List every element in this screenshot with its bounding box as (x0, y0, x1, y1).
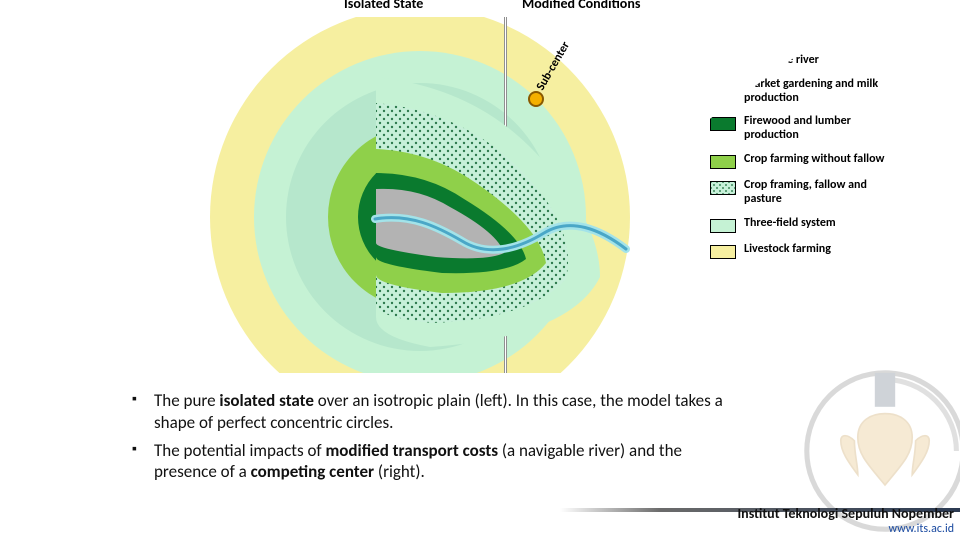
legend-label: Three-field system (744, 217, 836, 231)
bullet-1: The potential impacts of modified transp… (128, 440, 748, 484)
footer: Institut Teknologi Sepuluh Nopember www.… (737, 505, 954, 536)
legend-item-0: Central city (710, 28, 900, 44)
bullet-0: The pure isolated state over an isotropi… (128, 390, 748, 434)
panel-title-modified: Modified Conditions (522, 0, 640, 12)
legend-label: Central city (744, 28, 800, 42)
legend-item-4: Crop farming without fallow (710, 153, 900, 169)
footer-url: www.its.ac.id (737, 522, 954, 536)
legend-swatch (710, 181, 736, 195)
legend-item-3: Firewood and lumber production (710, 115, 900, 143)
legend-item-7: Livestock farming (710, 243, 900, 259)
legend-swatch (710, 219, 736, 233)
legend-swatch (716, 30, 730, 44)
legend-label: Livestock farming (744, 243, 831, 257)
legend-swatch (710, 80, 736, 94)
legend-label: Firewood and lumber production (744, 115, 900, 143)
legend-swatch (710, 117, 736, 131)
legend: Central city Navigable river Market garden… (710, 28, 900, 269)
legend-label: Navigable river (744, 54, 819, 68)
panel-title-isolated: Isolated State (344, 0, 423, 12)
panel-divider (504, 17, 507, 373)
legend-label: Crop farming without fallow (744, 153, 884, 167)
legend-swatch (710, 245, 736, 259)
footer-institution: Institut Teknologi Sepuluh Nopember (737, 505, 954, 522)
bullet-list: The pure isolated state over an isotropi… (128, 390, 748, 489)
legend-item-6: Three-field system (710, 217, 900, 233)
ring-central-city (411, 208, 429, 226)
legend-swatch (710, 155, 736, 169)
legend-item-2: Market gardening and milk production (710, 78, 900, 106)
legend-swatch (710, 56, 736, 66)
legend-item-1: Navigable river (710, 54, 900, 68)
legend-label: Crop framing, fallow and pasture (744, 179, 900, 207)
legend-item-5: Crop framing, fallow and pasture (710, 179, 900, 207)
legend-label: Market gardening and milk production (744, 78, 900, 106)
